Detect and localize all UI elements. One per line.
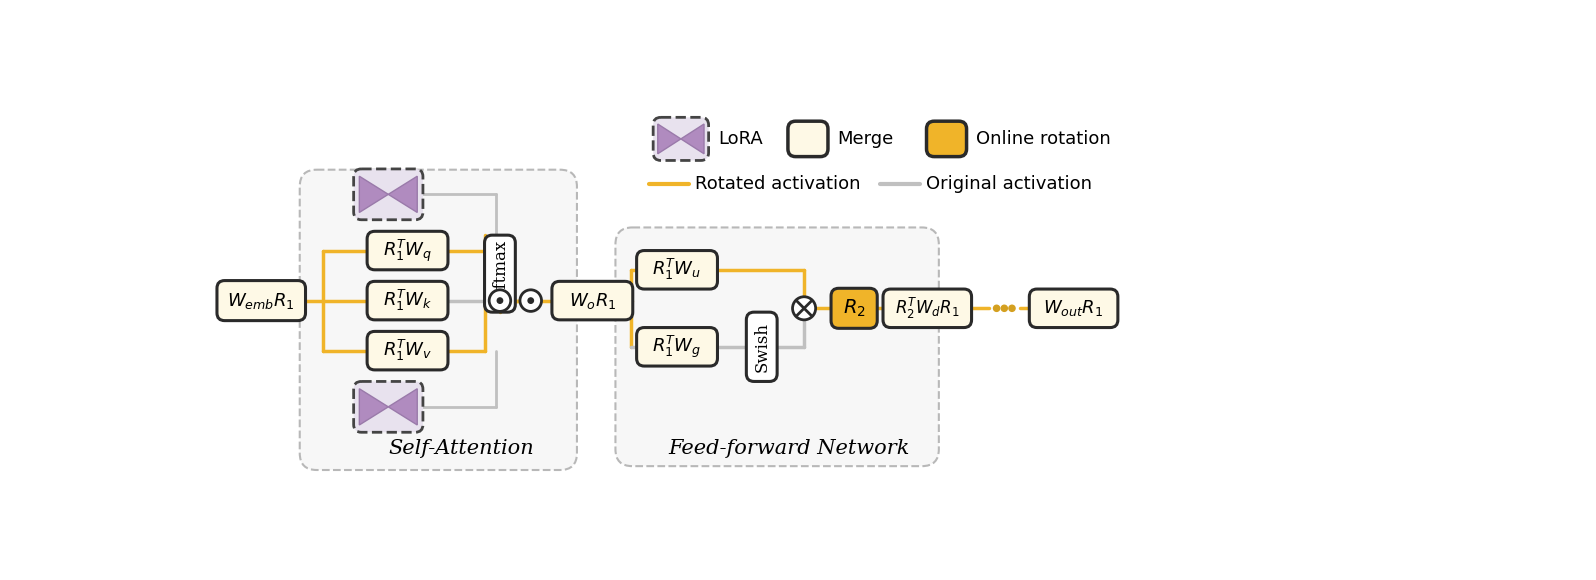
FancyBboxPatch shape: [637, 251, 718, 289]
FancyBboxPatch shape: [354, 169, 423, 220]
Circle shape: [520, 290, 541, 311]
Text: LoRA: LoRA: [718, 130, 763, 148]
Text: Self-Attention: Self-Attention: [388, 439, 535, 458]
FancyBboxPatch shape: [653, 117, 709, 161]
Circle shape: [993, 305, 999, 311]
Text: $R_2$: $R_2$: [843, 298, 865, 319]
Polygon shape: [388, 389, 417, 425]
Polygon shape: [359, 389, 388, 425]
Text: Online rotation: Online rotation: [975, 130, 1111, 148]
Circle shape: [488, 290, 511, 311]
FancyBboxPatch shape: [367, 281, 448, 320]
FancyBboxPatch shape: [637, 328, 718, 366]
Circle shape: [498, 298, 503, 303]
Polygon shape: [388, 176, 417, 212]
FancyBboxPatch shape: [354, 382, 423, 432]
Text: $R_1^TW_g$: $R_1^TW_g$: [653, 334, 702, 360]
FancyBboxPatch shape: [883, 289, 972, 328]
FancyBboxPatch shape: [300, 170, 576, 470]
Text: $W_{out}R_1$: $W_{out}R_1$: [1044, 298, 1104, 318]
Text: $R_2^TW_dR_1$: $R_2^TW_dR_1$: [895, 296, 959, 321]
Polygon shape: [359, 176, 388, 212]
Circle shape: [1001, 305, 1007, 311]
Text: $W_{emb}R_1$: $W_{emb}R_1$: [227, 291, 295, 311]
FancyBboxPatch shape: [552, 281, 632, 320]
FancyBboxPatch shape: [832, 288, 878, 328]
Text: Feed-forward Network: Feed-forward Network: [669, 439, 910, 458]
FancyBboxPatch shape: [367, 331, 448, 370]
Polygon shape: [658, 124, 681, 154]
FancyBboxPatch shape: [616, 227, 938, 466]
Polygon shape: [681, 124, 704, 154]
Text: $R_1^TW_k$: $R_1^TW_k$: [383, 288, 433, 313]
FancyBboxPatch shape: [788, 121, 828, 157]
Text: $R_1^TW_q$: $R_1^TW_q$: [383, 237, 433, 264]
FancyBboxPatch shape: [747, 312, 777, 382]
FancyBboxPatch shape: [485, 235, 516, 312]
FancyBboxPatch shape: [367, 231, 448, 270]
FancyBboxPatch shape: [217, 281, 305, 321]
Text: Merge: Merge: [838, 130, 894, 148]
Text: Rotated activation: Rotated activation: [694, 175, 860, 193]
Text: $W_oR_1$: $W_oR_1$: [568, 291, 616, 311]
Text: Original activation: Original activation: [926, 175, 1092, 193]
Circle shape: [528, 298, 533, 303]
Text: $R_1^TW_u$: $R_1^TW_u$: [653, 258, 702, 282]
FancyBboxPatch shape: [1029, 289, 1117, 328]
Text: Swish: Swish: [753, 322, 771, 372]
FancyBboxPatch shape: [927, 121, 967, 157]
Text: $R_1^TW_v$: $R_1^TW_v$: [383, 338, 433, 363]
Circle shape: [1009, 305, 1015, 311]
Circle shape: [793, 297, 816, 320]
Text: Softmax: Softmax: [492, 239, 509, 309]
